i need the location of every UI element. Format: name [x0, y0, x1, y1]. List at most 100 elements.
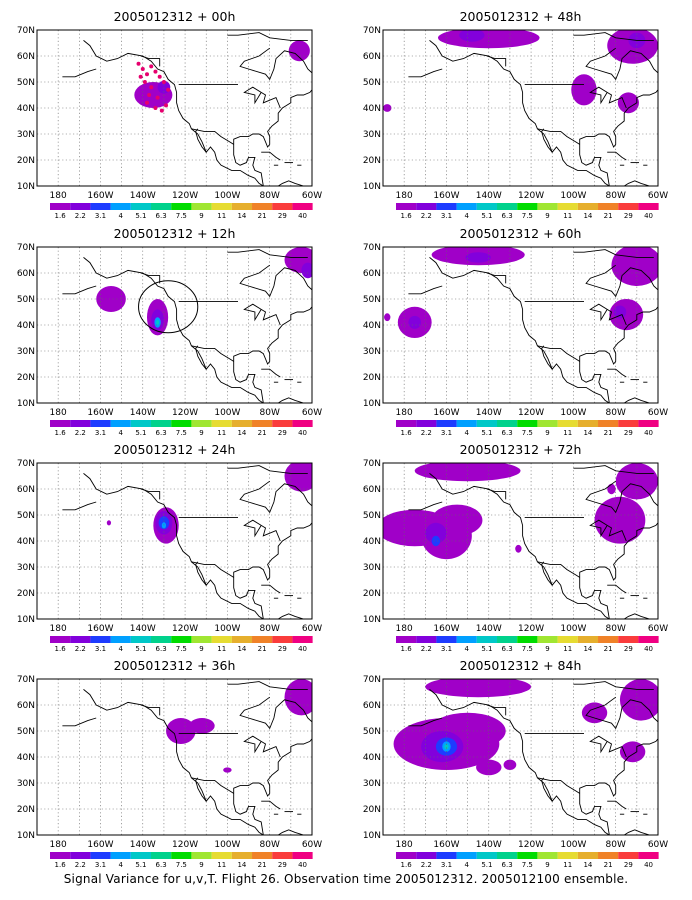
colorbar-label: 4	[118, 429, 123, 437]
colorbar-swatch	[50, 852, 71, 859]
colorbar-label: 2.2	[421, 861, 432, 869]
lat-tick-label: 50N	[17, 295, 35, 305]
colorbar-swatch	[497, 852, 518, 859]
lat-tick-label: 20N	[17, 589, 35, 599]
lon-tick-label: 180	[50, 624, 67, 634]
coastline	[579, 738, 658, 835]
coastline	[573, 32, 654, 41]
lat-tick-label: 60N	[17, 701, 35, 711]
colorbar-swatch	[517, 203, 538, 210]
map-panel: 2005012312 + 48h 10N 20N 30N 40N 50N 60N 70N 180…	[363, 9, 668, 220]
lat-tick-label: 70N	[17, 675, 35, 685]
colorbar-swatch	[110, 636, 131, 643]
coastline	[277, 829, 310, 835]
colorbar-swatch	[130, 636, 152, 643]
coastline	[195, 345, 207, 370]
variance-contour	[613, 305, 627, 319]
colorbar-label: 5.1	[481, 429, 492, 437]
lon-tick-label: 80W	[606, 840, 626, 850]
lon-tick-label: 80W	[606, 624, 626, 634]
variance-contour	[106, 520, 112, 526]
coastline	[579, 306, 658, 403]
panel-title: 2005012312 + 60h	[460, 226, 582, 241]
colorbar-swatch	[456, 420, 477, 427]
coastline	[191, 561, 234, 578]
lon-tick-label: 140W	[476, 191, 502, 201]
colorbar-label: 5.1	[135, 861, 146, 869]
lat-tick-label: 70N	[363, 675, 381, 685]
variance-contour	[503, 759, 517, 770]
colorbar-swatch	[436, 203, 457, 210]
coastline	[62, 285, 97, 295]
lat-tick-label: 70N	[363, 459, 381, 469]
coastline	[227, 32, 308, 41]
coastline	[537, 345, 580, 362]
colorbar-swatch	[130, 420, 152, 427]
variance-contour	[408, 315, 422, 329]
colorbar-label: 6.3	[156, 861, 167, 869]
colorbar-swatch	[191, 203, 212, 210]
colorbar-label: 6.3	[156, 212, 167, 220]
lon-tick-label: 120W	[518, 191, 544, 201]
coastline	[585, 264, 658, 298]
colorbar-swatch	[456, 852, 477, 859]
colorbar-label: 4	[118, 212, 123, 220]
variance-contour	[166, 718, 196, 744]
colorbar-label: 9	[545, 645, 549, 653]
variance-contour	[459, 30, 485, 42]
colorbar-swatch	[211, 203, 232, 210]
colorbar-swatch	[90, 420, 111, 427]
variance-contour	[425, 679, 532, 698]
observation-point	[157, 74, 162, 79]
variance-contour	[284, 679, 312, 716]
observation-point	[147, 93, 152, 97]
map-content	[37, 247, 312, 403]
coastline	[277, 397, 310, 403]
colorbar-label: 40	[298, 212, 307, 220]
variance-contour	[571, 74, 597, 106]
lon-tick-label: 100W	[214, 840, 240, 850]
colorbar-swatch	[396, 203, 417, 210]
variance-contour	[581, 702, 608, 724]
lon-tick-label: 140W	[130, 191, 156, 201]
colorbar-swatch	[618, 852, 639, 859]
coastline	[195, 777, 207, 802]
observation-point	[155, 95, 160, 100]
observation-point	[153, 69, 158, 74]
colorbar-swatch	[211, 420, 232, 427]
colorbar-label: 1.6	[401, 861, 413, 869]
colorbar-swatch	[517, 420, 538, 427]
coastline	[62, 717, 97, 727]
colorbar-swatch	[110, 203, 131, 210]
colorbar-label: 9	[199, 212, 203, 220]
panel-title: 2005012312 + 36h	[114, 658, 236, 673]
lon-tick-label: 80W	[260, 840, 280, 850]
panel-title: 2005012312 + 72h	[460, 442, 582, 457]
map-content	[383, 30, 658, 186]
colorbar-swatch	[396, 420, 417, 427]
coastline	[585, 47, 658, 81]
flight-region-ring	[138, 280, 199, 334]
lat-tick-label: 60N	[17, 269, 35, 279]
coastline	[239, 264, 312, 298]
colorbar-swatch	[70, 203, 91, 210]
colorbar-label: 3.1	[441, 429, 452, 437]
colorbar-label: 4	[464, 645, 469, 653]
colorbar-label: 7.5	[176, 429, 187, 437]
colorbar-swatch	[171, 420, 192, 427]
variance-contour	[156, 319, 160, 325]
colorbar-swatch	[70, 420, 91, 427]
lon-tick-label: 80W	[260, 408, 280, 418]
colorbar-swatch	[70, 636, 91, 643]
variance-maps: 2005012312 + 00h 10N 20N 30N 40N 50N 60N 70N 180…	[17, 9, 668, 869]
colorbar-label: 40	[644, 645, 653, 653]
colorbar-label: 14	[583, 429, 592, 437]
colorbar-label: 11	[217, 861, 226, 869]
coastline	[623, 180, 656, 186]
coastline	[233, 522, 312, 619]
map-panel: 2005012312 + 00h 10N 20N 30N 40N 50N 60N 70N 180…	[17, 9, 322, 220]
colorbar-swatch	[577, 420, 599, 427]
lon-tick-label: 180	[396, 624, 413, 634]
coastline	[261, 584, 281, 594]
colorbar-swatch	[497, 636, 518, 643]
